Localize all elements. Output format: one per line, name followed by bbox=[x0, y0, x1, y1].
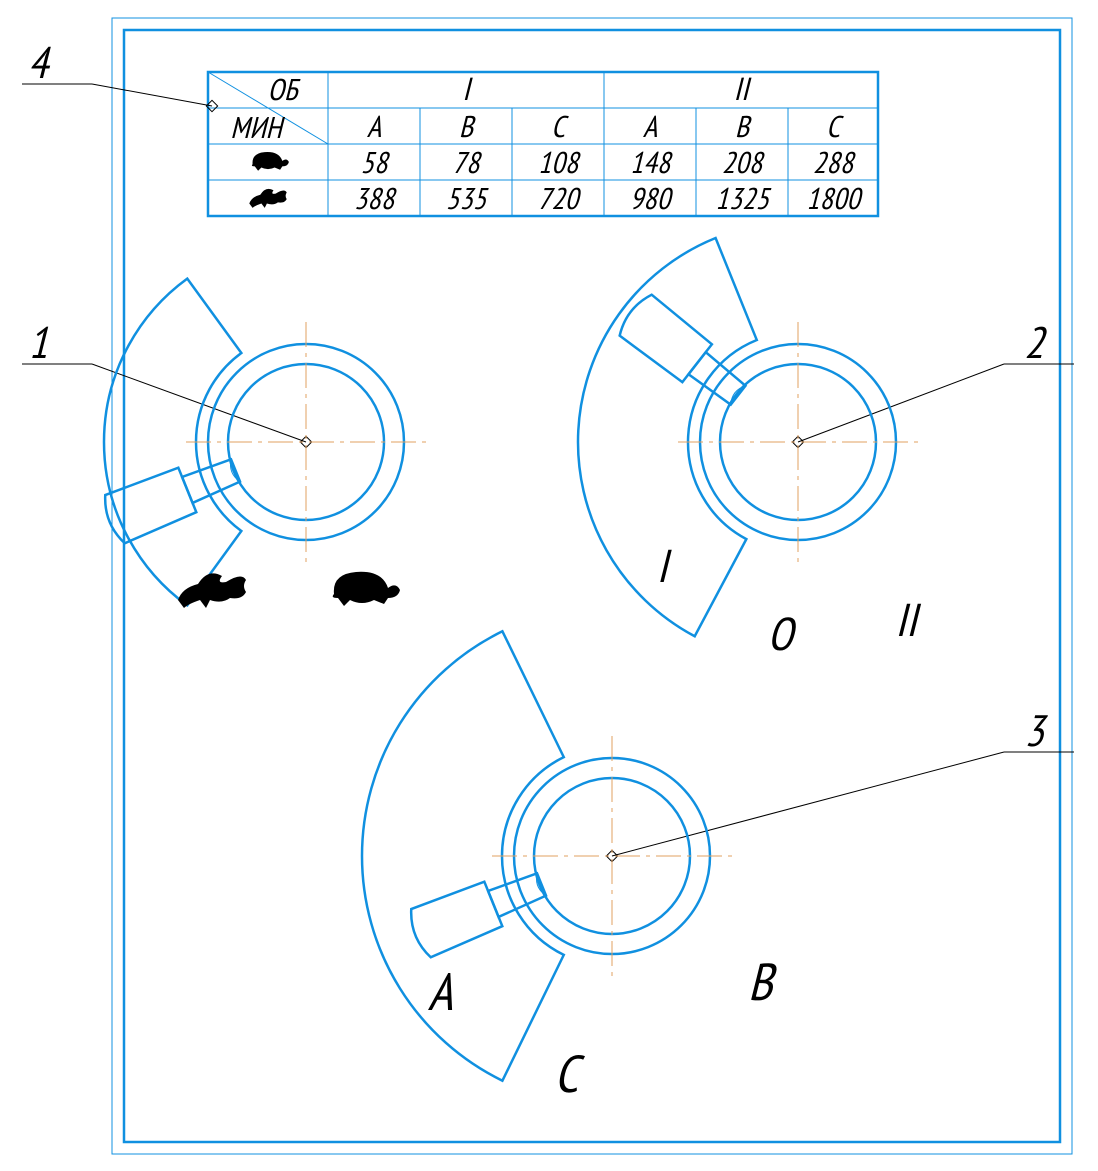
letter-dial[interactable] bbox=[362, 631, 732, 1080]
dial-label: C bbox=[554, 1040, 585, 1107]
cell-value: 58 bbox=[361, 143, 392, 182]
cell-value: 1325 bbox=[715, 179, 771, 218]
speed-dial[interactable] bbox=[100, 279, 426, 608]
cell-value: 148 bbox=[630, 143, 674, 182]
callout-leader bbox=[798, 364, 1004, 442]
callout-number: 1 bbox=[28, 314, 49, 371]
dial-label: B bbox=[748, 948, 778, 1015]
callout-number: 4 bbox=[28, 34, 51, 91]
col-header: C bbox=[551, 107, 569, 146]
dial-label: II bbox=[895, 589, 922, 649]
unit-bot: МИН bbox=[230, 108, 285, 147]
cell-value: 980 bbox=[630, 179, 674, 218]
dial-plate bbox=[578, 238, 757, 636]
dial-label: A bbox=[428, 958, 453, 1025]
col-header: B bbox=[735, 107, 752, 146]
callout-number: 2 bbox=[1024, 314, 1048, 371]
cell-value: 108 bbox=[538, 143, 582, 182]
col-header: A bbox=[367, 107, 382, 146]
turtle-icon bbox=[252, 152, 289, 171]
callout-number: 3 bbox=[1024, 702, 1048, 759]
hare-icon bbox=[249, 189, 286, 208]
cell-value: 388 bbox=[354, 179, 398, 218]
col-header: B bbox=[459, 107, 476, 146]
outer-frame bbox=[112, 18, 1072, 1154]
group-2: II bbox=[734, 67, 752, 109]
group-1: I bbox=[462, 67, 473, 109]
range-dial[interactable] bbox=[578, 238, 918, 636]
col-header: A bbox=[643, 107, 658, 146]
cell-value: 208 bbox=[722, 143, 766, 182]
dial-label: I bbox=[657, 535, 673, 595]
cell-value: 1800 bbox=[806, 179, 863, 218]
cell-value: 535 bbox=[446, 179, 489, 218]
cell-value: 78 bbox=[453, 143, 484, 182]
callout-leader bbox=[92, 84, 212, 106]
technical-diagram: ОБМИНIIIABCABC58781081482082883885357209… bbox=[0, 0, 1098, 1171]
col-header: C bbox=[826, 107, 844, 146]
cell-value: 720 bbox=[538, 179, 582, 218]
cell-value: 288 bbox=[813, 143, 857, 182]
dial-label: O bbox=[767, 603, 796, 663]
unit-top: ОБ bbox=[267, 70, 300, 109]
turtle-icon bbox=[333, 572, 400, 606]
hare-icon bbox=[178, 573, 246, 608]
